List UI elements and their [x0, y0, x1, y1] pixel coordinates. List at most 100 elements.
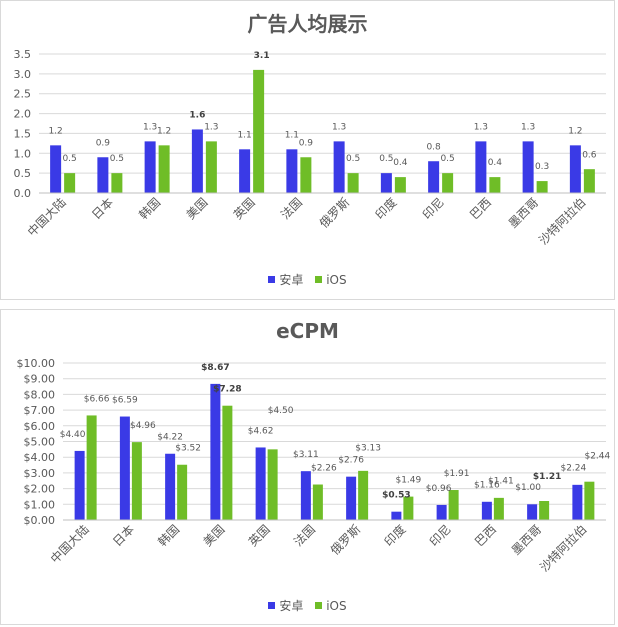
data-label-android-1: 0.9: [96, 138, 111, 148]
y-tick-label: $0.00: [24, 514, 56, 527]
y-axis: $0.00 $1.00 $2.00 $3.00 $4.00 $5.00 $6.00 $7.00…: [17, 357, 56, 527]
data-label-ios-7: 0.4: [393, 158, 408, 168]
data-label-android-7: $0.53: [382, 491, 410, 501]
data-label-android-11: 1.2: [568, 126, 582, 136]
bar-ios-3: [205, 141, 217, 193]
data-label-ios-3: $7.28: [213, 385, 241, 395]
bar-android-2: [144, 141, 156, 193]
bar-ios-7: [403, 496, 414, 520]
category-label-2: 韩国: [136, 195, 164, 223]
category-label-9: 巴西: [467, 195, 494, 222]
bar-ios-3: [222, 405, 233, 520]
bar-android-8: [428, 161, 440, 193]
bar-android-10: [522, 141, 534, 193]
y-tick-label: 3.5: [14, 48, 32, 61]
bar-android-4: [239, 149, 251, 193]
bar-ios-2: [158, 145, 170, 193]
ecpm-chart-panel: eCPM $0.00 $1.00 $2.00 $3.00 $4.00 $5.00 $6.00…: [0, 309, 615, 625]
data-label-android-0: $4.40: [60, 430, 86, 440]
data-label-ios-10: 0.3: [535, 162, 549, 172]
y-axis: 0.0 0.5 1.0 1.5 2.0 2.5 3.0 3.5: [14, 48, 32, 200]
category-label-11: 沙特阿拉伯: [535, 195, 588, 248]
y-tick-label: 0.0: [14, 187, 32, 200]
bar-ios-5: [312, 484, 323, 520]
category-label-5: 法国: [291, 522, 318, 549]
bar-ios-8: [442, 173, 454, 193]
chart-legend: 安卓 iOS: [1, 597, 614, 614]
data-label-ios-9: $1.41: [488, 477, 514, 487]
data-label-ios-2: $3.52: [175, 444, 201, 454]
data-label-ios-7: $1.49: [395, 475, 421, 485]
bar-android-4: [255, 447, 266, 520]
legend-swatch-ios: [315, 276, 323, 283]
bar-ios-9: [489, 177, 501, 193]
data-label-android-2: $4.22: [157, 433, 183, 443]
y-tick-label: $10.00: [17, 357, 56, 370]
data-labels: 1.20.50.90.51.3 1.21.61.31.13.11.10.91.30…: [48, 51, 596, 172]
bar-android-0: [74, 450, 85, 520]
y-tick-label: $6.00: [24, 420, 56, 433]
data-label-android-5: 1.1: [285, 130, 299, 140]
legend-label-ios: iOS: [326, 272, 347, 287]
bar-android-1: [97, 157, 109, 193]
bar-ios-0: [64, 173, 76, 193]
bar-ios-10: [539, 501, 550, 520]
legend-item-android: 安卓: [268, 597, 303, 614]
data-label-android-0: 1.2: [48, 126, 62, 136]
data-label-ios-8: 0.5: [440, 154, 454, 164]
y-tick-label: 1.0: [14, 147, 32, 160]
data-label-ios-9: 0.4: [488, 158, 503, 168]
y-tick-label: 1.5: [14, 127, 32, 140]
data-label-android-10: 1.3: [521, 122, 535, 132]
data-label-ios-11: $2.44: [584, 452, 610, 462]
legend-item-ios: iOS: [315, 272, 347, 287]
data-label-ios-4: $4.50: [268, 406, 294, 416]
ecpm-chart: $0.00 $1.00 $2.00 $3.00 $4.00 $5.00 $6.00 $7.00…: [17, 357, 611, 575]
chart-legend: 安卓 iOS: [1, 271, 614, 288]
bar-ios-5: [300, 157, 312, 193]
bar-android-0: [50, 145, 62, 193]
data-label-ios-1: 0.5: [110, 154, 124, 164]
data-label-ios-8: $1.91: [444, 469, 470, 479]
data-label-ios-6: 0.5: [346, 154, 360, 164]
category-label-7: 印度: [372, 195, 400, 223]
data-label-ios-3: 1.3: [204, 122, 218, 132]
category-label-4: 英国: [246, 522, 273, 549]
legend-swatch-android: [268, 602, 276, 609]
category-label-4: 英国: [231, 195, 258, 222]
y-tick-label: 0.5: [14, 167, 32, 180]
gridlines: [63, 362, 606, 521]
data-label-android-3: 1.6: [189, 111, 205, 121]
category-label-8: 印尼: [427, 522, 454, 549]
bar-ios-6: [358, 470, 369, 520]
data-label-android-6: $2.76: [338, 456, 364, 466]
data-label-android-4: $4.62: [248, 426, 274, 436]
category-label-3: 美国: [201, 522, 228, 549]
bar-android-2: [165, 453, 176, 520]
bar-android-5: [300, 471, 311, 520]
bar-ios-2: [177, 464, 188, 520]
bar-android-6: [333, 141, 345, 193]
data-label-android-6: 1.3: [332, 122, 346, 132]
data-label-android-10: $1.00: [515, 483, 541, 493]
bar-ios-0: [86, 415, 97, 520]
bar-ios-4: [253, 69, 265, 193]
y-tick-label: $3.00: [24, 467, 56, 480]
category-label-7: 印度: [381, 522, 409, 550]
y-tick-label: $2.00: [24, 483, 56, 496]
y-tick-label: $9.00: [24, 373, 56, 386]
bar-android-10: [527, 504, 538, 520]
legend-label-android: 安卓: [279, 599, 304, 613]
y-tick-label: 3.0: [14, 68, 32, 81]
y-tick-label: $1.00: [24, 498, 56, 511]
category-label-10: 墨西哥: [509, 522, 544, 557]
data-label-ios-10: $1.21: [533, 472, 561, 482]
bar-android-3: [191, 129, 203, 193]
data-label-android-8: $0.96: [426, 484, 452, 494]
category-label-1: 日本: [89, 195, 116, 222]
data-label-ios-0: 0.5: [62, 154, 76, 164]
data-label-ios-0: $6.66: [84, 394, 110, 404]
y-tick-label: $7.00: [24, 404, 56, 417]
data-label-android-9: 1.3: [474, 122, 488, 132]
